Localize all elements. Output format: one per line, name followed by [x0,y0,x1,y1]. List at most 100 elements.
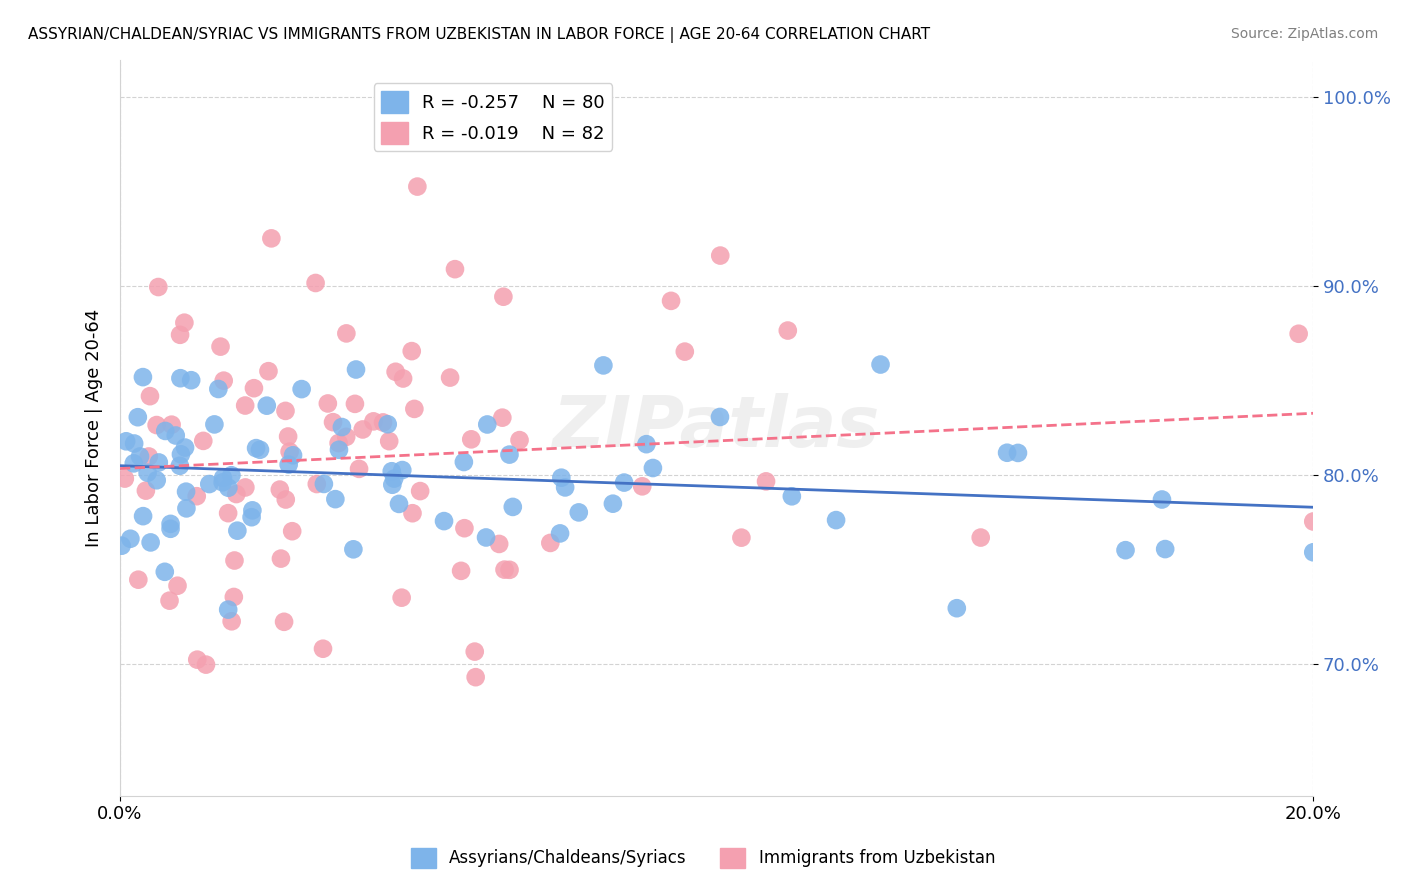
Point [433,514,456,528]
Point [970,531,993,545]
Point [328,442,350,457]
Text: ASSYRIAN/CHALDEAN/SYRIAC VS IMMIGRANTS FROM UZBEKISTAN IN LABOR FORCE | AGE 20-6: ASSYRIAN/CHALDEAN/SYRIAC VS IMMIGRANTS F… [28,27,931,43]
Point [825,513,848,527]
Point [453,521,475,535]
Point [169,327,191,342]
Point [176,501,198,516]
Point [453,455,475,469]
Point [641,461,664,475]
Point [186,653,208,667]
Point [127,410,149,425]
Point [709,409,731,424]
Point [243,381,266,395]
Point [342,542,364,557]
Text: Source: ZipAtlas.com: Source: ZipAtlas.com [1230,27,1378,41]
Point [509,433,531,447]
Point [169,371,191,385]
Point [270,551,292,566]
Point [330,420,353,434]
Point [709,249,731,263]
Point [568,505,591,519]
Point [127,573,149,587]
Point [475,531,498,545]
Point [312,641,335,656]
Point [1302,515,1324,529]
Point [122,436,145,450]
Point [381,477,404,491]
Point [148,280,170,294]
Point [388,497,411,511]
Point [165,428,187,442]
Point [477,417,499,432]
Point [592,359,614,373]
Point [550,471,572,485]
Point [730,531,752,545]
Point [404,401,426,416]
Point [114,472,136,486]
Point [488,537,510,551]
Point [304,276,326,290]
Point [211,475,233,490]
Point [335,326,357,341]
Point [212,471,235,485]
Point [160,417,183,432]
Point [226,524,249,538]
Point [159,522,181,536]
Point [1115,543,1137,558]
Point [260,231,283,245]
Point [613,475,636,490]
Point [755,475,778,489]
Point [492,290,515,304]
Point [145,418,167,433]
Point [392,371,415,385]
Point [381,464,404,478]
Point [995,446,1018,460]
Point [242,503,264,517]
Point [281,448,304,462]
Point [460,433,482,447]
Point [225,487,247,501]
Point [776,324,799,338]
Point [277,429,299,443]
Point [277,458,299,472]
Point [344,362,367,376]
Point [245,441,267,455]
Point [194,657,217,672]
Point [554,480,576,494]
Y-axis label: In Labor Force | Age 20-64: In Labor Force | Age 20-64 [86,309,103,547]
Point [120,532,142,546]
Point [170,447,193,461]
Point [439,370,461,384]
Point [401,344,423,359]
Point [240,510,263,524]
Point [1150,492,1173,507]
Point [502,500,524,514]
Point [328,436,350,450]
Point [659,293,682,308]
Point [548,526,571,541]
Point [155,424,177,438]
Point [174,484,197,499]
Point [602,497,624,511]
Point [391,591,413,605]
Point [316,396,339,410]
Point [129,450,152,464]
Point [1302,545,1324,559]
Point [273,615,295,629]
Point [148,455,170,469]
Point [207,382,229,396]
Point [325,492,347,507]
Point [173,316,195,330]
Point [235,480,257,494]
Point [166,579,188,593]
Point [136,466,159,480]
Point [274,404,297,418]
Point [371,416,394,430]
Point [132,370,155,384]
Point [498,563,520,577]
Point [202,417,225,432]
Point [193,434,215,448]
Point [464,645,486,659]
Point [444,262,467,277]
Text: ZIPatlas: ZIPatlas [553,393,880,462]
